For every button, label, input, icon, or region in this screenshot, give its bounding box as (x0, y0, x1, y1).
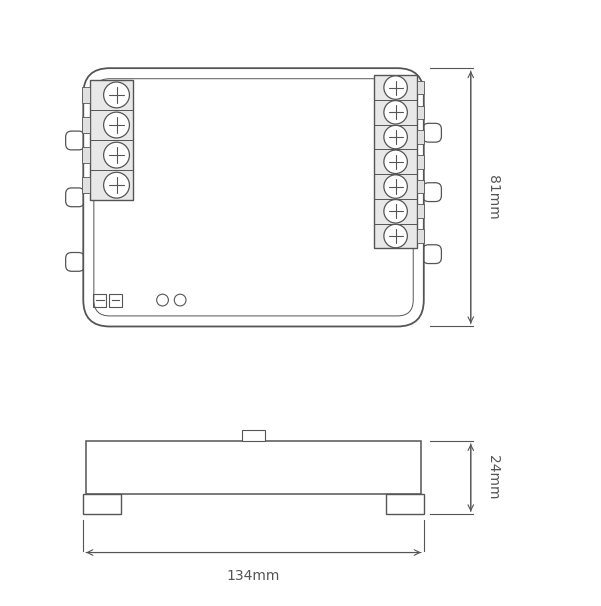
Circle shape (384, 199, 407, 223)
Bar (242, 430, 265, 441)
Bar (90, 80, 133, 110)
Bar (82, 177, 90, 193)
Bar (386, 494, 424, 514)
Bar (374, 75, 416, 248)
Bar (416, 180, 424, 193)
FancyBboxPatch shape (66, 188, 85, 207)
Bar (109, 293, 122, 307)
Text: 24mm: 24mm (486, 456, 500, 500)
Bar (374, 100, 416, 125)
Bar (374, 150, 416, 174)
Text: 134mm: 134mm (227, 569, 280, 583)
Bar (416, 229, 424, 243)
Bar (374, 75, 416, 100)
Bar (86, 441, 421, 494)
Bar (416, 81, 424, 95)
Bar (374, 125, 416, 150)
Bar (84, 494, 121, 514)
FancyBboxPatch shape (423, 183, 441, 202)
Circle shape (103, 82, 129, 108)
Circle shape (384, 224, 407, 248)
Bar (93, 293, 106, 307)
Bar (82, 147, 90, 164)
Text: 81mm: 81mm (486, 175, 500, 220)
FancyBboxPatch shape (84, 68, 424, 327)
FancyBboxPatch shape (423, 245, 441, 264)
Bar (90, 170, 133, 200)
Circle shape (384, 175, 407, 198)
FancyBboxPatch shape (66, 253, 85, 271)
Circle shape (103, 142, 129, 168)
Bar (416, 204, 424, 218)
Bar (374, 199, 416, 224)
Bar (82, 87, 90, 103)
Bar (416, 130, 424, 144)
Bar (90, 140, 133, 170)
FancyBboxPatch shape (66, 131, 85, 150)
Bar (416, 155, 424, 168)
Bar (416, 105, 424, 119)
Bar (82, 117, 90, 133)
FancyBboxPatch shape (423, 124, 441, 142)
Bar (374, 174, 416, 199)
Circle shape (103, 172, 129, 198)
Bar (90, 80, 133, 200)
Circle shape (384, 101, 407, 124)
Circle shape (384, 150, 407, 173)
Circle shape (103, 112, 129, 138)
Bar (374, 224, 416, 248)
Circle shape (384, 125, 407, 149)
Bar (90, 110, 133, 140)
Circle shape (384, 76, 407, 99)
